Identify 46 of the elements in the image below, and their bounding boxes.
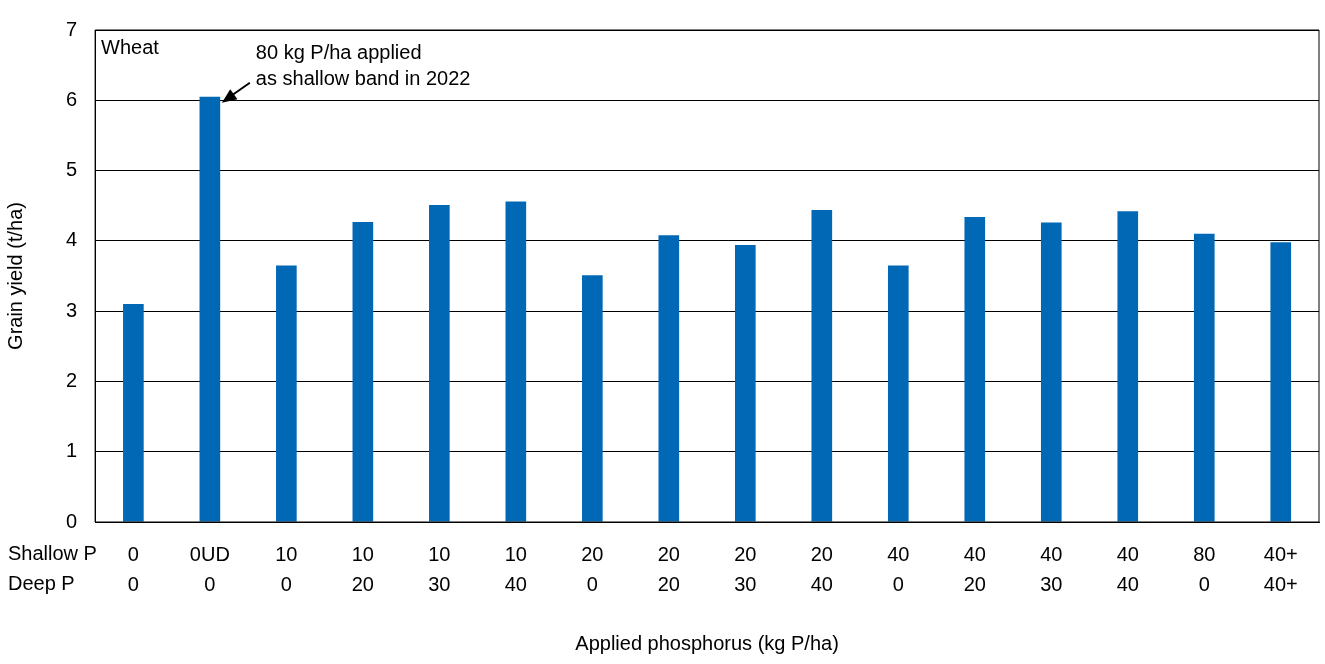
text: Shallow P [8,541,97,564]
bar [276,265,297,522]
y-tick-label: 5 [66,158,78,181]
bar [1193,233,1215,522]
x-tick-label: 40 40 [1116,542,1139,595]
x-axis-title: Applied phosphorus (kg P/ha) [575,631,839,654]
bar [123,304,144,522]
x-tick-label: 40 30 [1040,542,1063,595]
x-tick-label: 10 0 [275,542,298,595]
bar [1117,211,1139,522]
y-tick-label: 2 [66,368,78,391]
bar [199,96,221,522]
bar [582,275,603,522]
x-tick-label: 10 30 [428,542,451,595]
x-tick-label: 20 40 [810,542,833,595]
bar [1040,222,1062,522]
y-tick-label: 1 [66,439,78,462]
y-tick-label: 0 [66,509,78,532]
bar [658,235,680,522]
y-tick-label: 7 [66,17,78,40]
bar [811,209,833,522]
text: Deep P [8,571,75,594]
y-axis-title: Grain yield (t/ha) [3,202,26,350]
bar [964,216,986,522]
chart-title: Wheat [101,36,160,58]
annotation: 80 kg P/ha applied as shallow band in 2022 [255,40,471,89]
bar [429,205,450,522]
bar [1270,242,1292,522]
x-tick-label: 10 40 [504,542,527,595]
bar [887,265,909,522]
y-tick-label: 3 [66,298,78,321]
y-tick-label: 4 [66,228,78,251]
x-tick-label: 10 20 [351,542,374,595]
bar [352,221,374,522]
x-tick-label: 20 20 [657,542,680,595]
x-tick-label: 20 30 [734,542,757,595]
bar [734,245,756,522]
y-tick-label: 6 [66,87,78,110]
x-tick-label: 40 0 [887,542,910,595]
x-tick-label: 40+ 40+ [1263,542,1298,595]
x-tick-label: 0 0 [127,542,139,595]
x-tick-label: 20 0 [581,542,604,595]
x-tick-label: 0UD 0 [189,542,230,595]
x-tick-label: 80 0 [1193,542,1216,595]
x-tick-label: 40 20 [963,542,986,595]
bar [505,201,527,522]
